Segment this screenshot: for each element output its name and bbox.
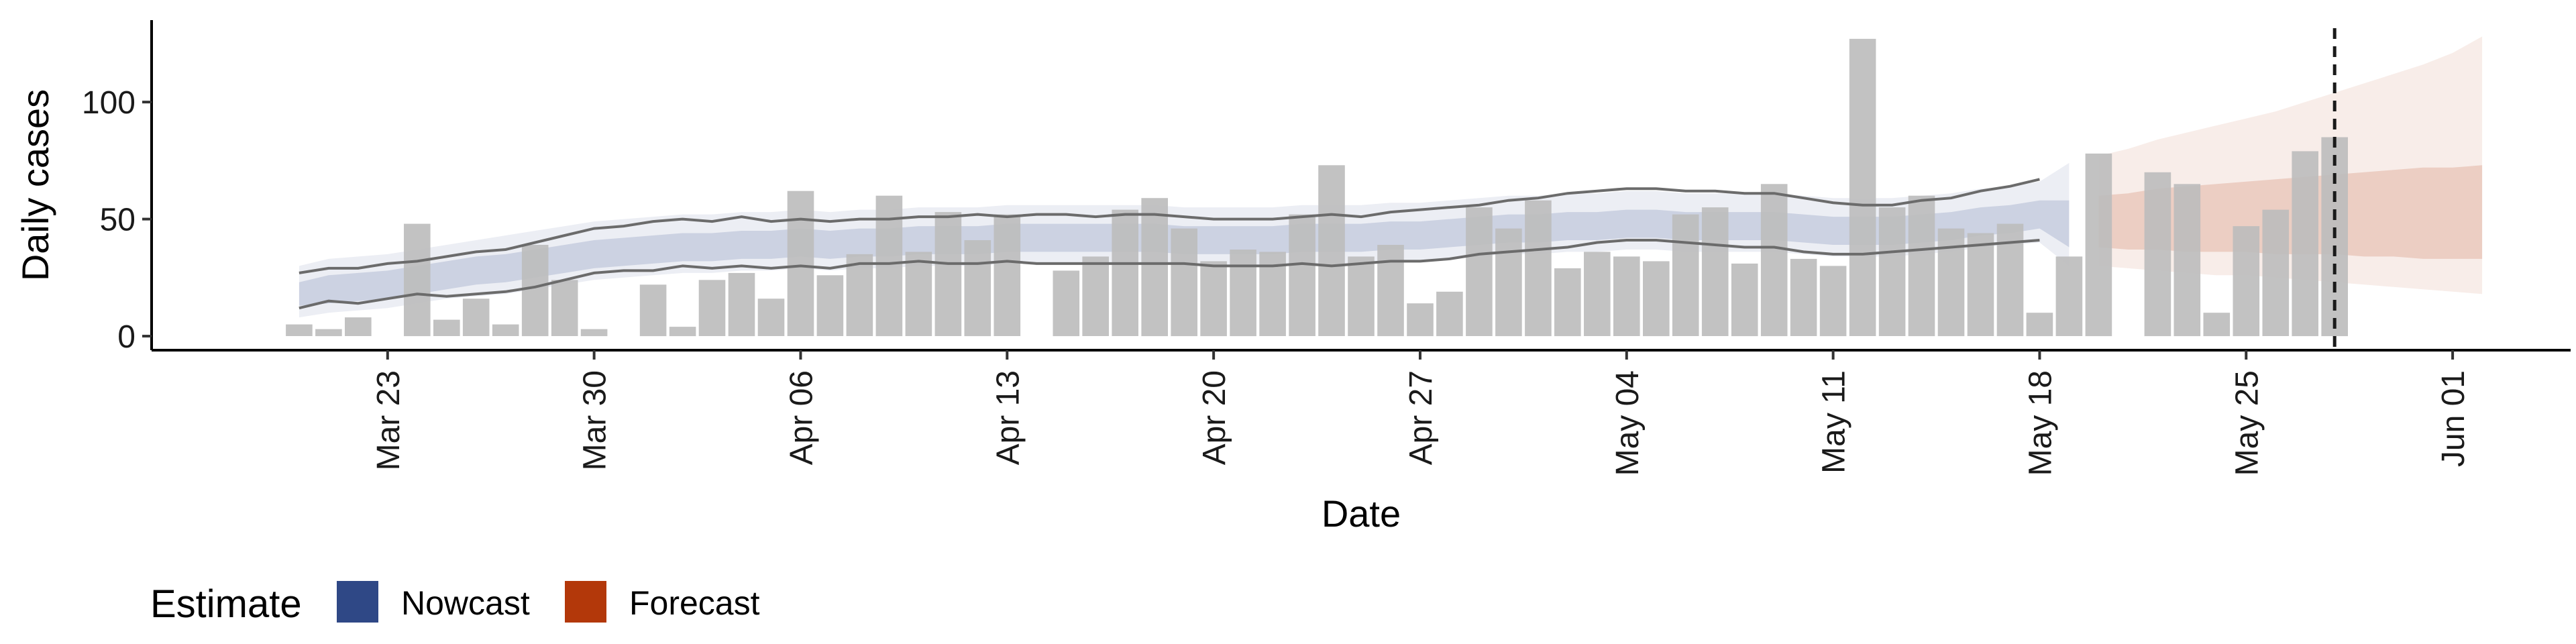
case-bar bbox=[1407, 303, 1434, 337]
case-bar bbox=[934, 212, 962, 336]
case-bar bbox=[462, 299, 490, 336]
case-bar bbox=[2026, 313, 2053, 337]
case-bar bbox=[580, 329, 608, 337]
case-bar bbox=[728, 272, 755, 337]
case-bar bbox=[2233, 226, 2260, 337]
x-axis-title: Date bbox=[1322, 492, 1401, 535]
y-axis-title: Daily cases bbox=[14, 89, 56, 281]
y-tick-label: 100 bbox=[82, 85, 136, 121]
case-bar bbox=[286, 324, 313, 336]
case-bar bbox=[1819, 266, 1847, 337]
case-bar bbox=[2262, 209, 2290, 336]
y-tick-label: 0 bbox=[117, 319, 136, 355]
case-bar bbox=[1760, 184, 1788, 337]
case-bar bbox=[2203, 313, 2231, 337]
case-bar bbox=[492, 324, 519, 336]
x-tick-label: Apr 27 bbox=[1403, 370, 1439, 465]
case-bar bbox=[1495, 228, 1522, 337]
case-bar bbox=[1701, 207, 1729, 336]
case-bar bbox=[1878, 207, 1906, 336]
case-bar bbox=[433, 319, 460, 336]
case-bar bbox=[2174, 184, 2201, 337]
case-bar bbox=[1318, 165, 1345, 336]
legend-title: Estimate bbox=[150, 582, 302, 626]
case-bar bbox=[964, 240, 991, 337]
case-bar bbox=[1436, 291, 1463, 337]
axes: 0 50 100 Mar 23 Mar 30 Apr 06 Apr 13 Apr 20 Apr … bbox=[14, 20, 2571, 535]
case-bar bbox=[345, 317, 372, 336]
case-bar bbox=[1112, 209, 1138, 336]
case-bar bbox=[551, 280, 578, 336]
lower-interval-line bbox=[299, 239, 2040, 310]
case-bar bbox=[1672, 214, 1699, 336]
case-bar bbox=[2055, 256, 2083, 336]
legend-label-nowcast: Nowcast bbox=[401, 584, 530, 622]
case-bar bbox=[698, 280, 726, 336]
x-tick-label: Jun 01 bbox=[2436, 370, 2471, 467]
case-bar bbox=[2085, 153, 2112, 337]
case-bar bbox=[1731, 263, 1758, 337]
case-bar bbox=[1141, 198, 1168, 337]
case-bar bbox=[1967, 233, 1994, 336]
case-bar bbox=[521, 245, 549, 337]
case-bar bbox=[315, 329, 342, 337]
case-bar bbox=[2292, 151, 2318, 337]
case-bar bbox=[1584, 252, 1611, 336]
case-bar bbox=[1643, 261, 1670, 337]
x-tick-label: Mar 30 bbox=[578, 370, 613, 470]
case-bar bbox=[994, 214, 1021, 336]
case-bar bbox=[1466, 207, 1493, 336]
case-bar bbox=[1171, 228, 1197, 337]
x-tick-label: Apr 13 bbox=[990, 370, 1026, 465]
case-bar bbox=[1613, 256, 1640, 336]
case-bar bbox=[1200, 261, 1227, 337]
x-tick-label: May 04 bbox=[1610, 370, 1646, 476]
case-bar bbox=[1937, 228, 1965, 337]
case-bar bbox=[1082, 256, 1109, 336]
reported-case-bars bbox=[286, 38, 2348, 337]
case-bar bbox=[1348, 256, 1375, 336]
legend: Estimate Nowcast Forecast bbox=[150, 581, 760, 626]
case-bar bbox=[1377, 245, 1404, 337]
case-bar bbox=[1289, 214, 1316, 336]
legend-key-nowcast bbox=[337, 581, 378, 623]
legend-label-forecast: Forecast bbox=[629, 584, 760, 622]
case-bar bbox=[2144, 172, 2171, 337]
interval-lines bbox=[299, 28, 2337, 350]
x-tick-label: Mar 23 bbox=[371, 370, 407, 470]
case-bar bbox=[639, 284, 667, 337]
case-bar bbox=[787, 191, 814, 336]
upper-interval-line bbox=[299, 178, 2040, 274]
case-bar bbox=[846, 254, 873, 336]
case-bar bbox=[404, 223, 431, 337]
case-bar bbox=[1908, 195, 1935, 337]
case-bar bbox=[1554, 268, 1581, 337]
case-bar bbox=[669, 327, 696, 337]
case-bar bbox=[905, 252, 932, 336]
case-bar bbox=[875, 195, 903, 337]
y-tick-label: 50 bbox=[100, 203, 136, 238]
x-tick-label: May 11 bbox=[1817, 370, 1852, 474]
x-tick-label: Apr 20 bbox=[1197, 370, 1232, 465]
legend-key-forecast bbox=[565, 581, 606, 623]
case-bar bbox=[1053, 270, 1080, 337]
case-bar bbox=[816, 275, 844, 336]
case-bar bbox=[757, 299, 785, 336]
case-bar bbox=[1230, 250, 1256, 337]
case-bar bbox=[1790, 258, 1817, 336]
case-bar bbox=[1525, 200, 1552, 337]
x-tick-label: Apr 06 bbox=[784, 370, 819, 465]
x-tick-label: May 18 bbox=[2023, 370, 2058, 476]
x-tick-label: May 25 bbox=[2229, 370, 2265, 476]
case-bar bbox=[1849, 38, 1876, 337]
